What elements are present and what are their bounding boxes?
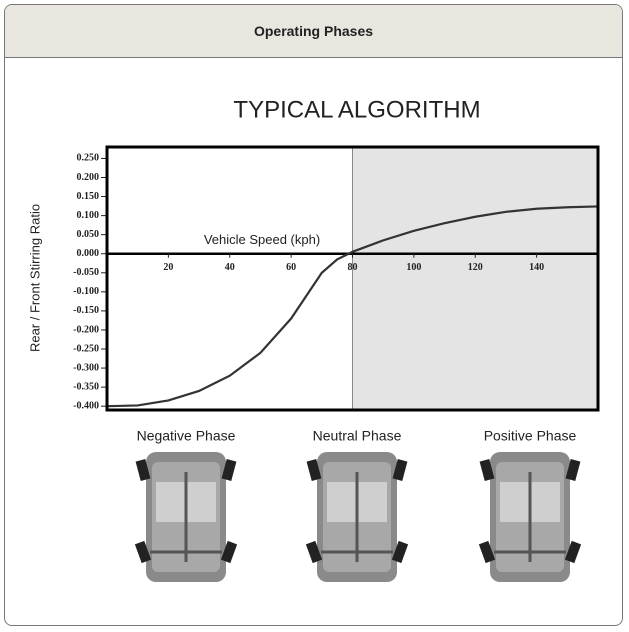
panel: Operating Phases — [4, 4, 623, 626]
chart-title: TYPICAL ALGORITHM — [233, 96, 480, 123]
y-tick-label: -0.350 — [73, 381, 99, 392]
plot-frame — [105, 145, 600, 412]
x-tick-label: 60 — [286, 262, 296, 273]
y-tick-label: -0.400 — [73, 400, 99, 411]
y-tick-label: 0.100 — [77, 210, 100, 221]
car-icon — [304, 450, 410, 584]
y-tick-label: 0.200 — [77, 172, 100, 183]
x-tick-label: 80 — [348, 262, 358, 273]
x-axis-label: Vehicle Speed (kph) — [204, 232, 320, 247]
y-tick-label: 0.150 — [77, 191, 100, 202]
y-axis-label: Rear / Front Stirring Ratio — [27, 204, 42, 352]
y-tick-label: -0.250 — [73, 343, 99, 354]
data-line — [106, 205, 599, 408]
y-tick-label: -0.050 — [73, 267, 99, 278]
y-tick-label: -0.300 — [73, 362, 99, 373]
y-tick-label: -0.100 — [73, 286, 99, 297]
panel-header: Operating Phases — [5, 5, 622, 58]
y-tick-label: 0.050 — [77, 229, 100, 240]
x-tick-label: 20 — [163, 262, 173, 273]
phase-highlight — [352, 147, 598, 410]
y-tick-label: 0.000 — [77, 248, 100, 259]
phase-label: Neutral Phase — [313, 428, 402, 444]
x-tick-label: 140 — [529, 262, 544, 273]
phase-label: Negative Phase — [137, 428, 236, 444]
x-tick-label: 120 — [468, 262, 483, 273]
y-tick-label: -0.200 — [73, 324, 99, 335]
car-icon — [133, 450, 239, 584]
y-tick-label: 0.250 — [77, 153, 100, 164]
y-tick-label: -0.150 — [73, 305, 99, 316]
car-icon — [477, 450, 583, 584]
x-tick-label: 100 — [406, 262, 421, 273]
phase-label: Positive Phase — [484, 428, 577, 444]
x-tick-label: 40 — [225, 262, 235, 273]
